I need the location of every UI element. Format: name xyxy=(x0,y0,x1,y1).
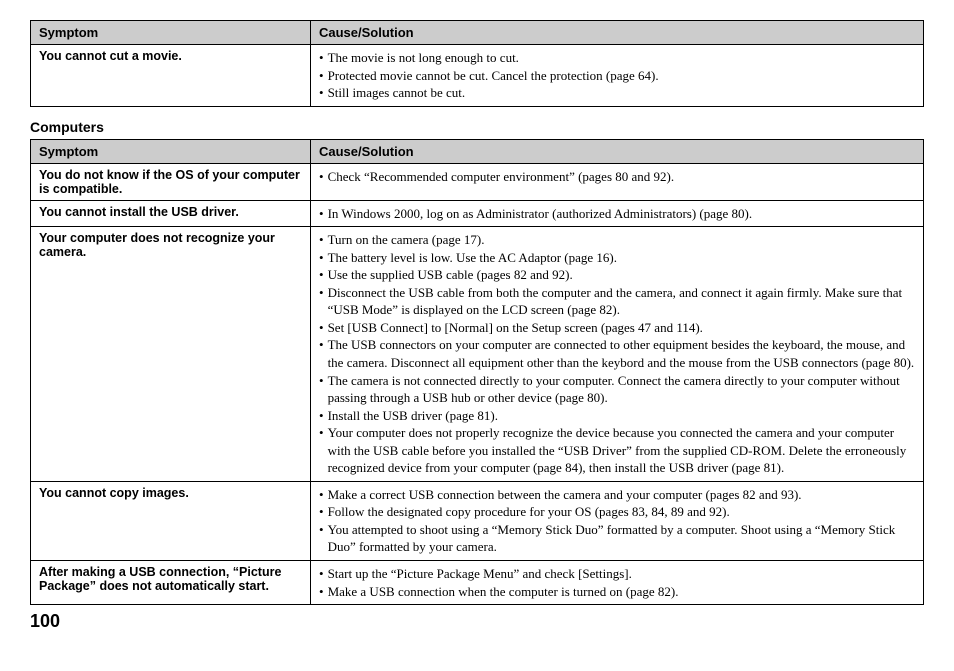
section-heading-computers: Computers xyxy=(30,119,924,135)
solution-bullet: •Turn on the camera (page 17). xyxy=(319,231,915,249)
bullet-dot: • xyxy=(319,319,328,337)
bullet-dot: • xyxy=(319,168,328,186)
solution-bullet: •In Windows 2000, log on as Administrato… xyxy=(319,205,915,223)
solution-bullet: •Start up the “Picture Package Menu” and… xyxy=(319,565,915,583)
bullet-dot: • xyxy=(319,424,328,477)
bullet-dot: • xyxy=(319,231,328,249)
table-row: Your computer does not recognize your ca… xyxy=(31,227,924,482)
solution-text: Turn on the camera (page 17). xyxy=(328,231,915,249)
solution-cell: •Start up the “Picture Package Menu” and… xyxy=(311,561,924,605)
solution-cell: •Make a correct USB connection between t… xyxy=(311,481,924,560)
table2-body: You do not know if the OS of your comput… xyxy=(31,163,924,604)
solution-bullet: •Protected movie cannot be cut. Cancel t… xyxy=(319,67,915,85)
table-row: After making a USB connection, “Picture … xyxy=(31,561,924,605)
bullet-dot: • xyxy=(319,336,328,371)
page-number: 100 xyxy=(30,611,924,632)
bullet-dot: • xyxy=(319,205,328,223)
solution-text: Check “Recommended computer environment”… xyxy=(328,168,915,186)
solution-bullet: •You attempted to shoot using a “Memory … xyxy=(319,521,915,556)
solution-bullet: •Install the USB driver (page 81). xyxy=(319,407,915,425)
bullet-dot: • xyxy=(319,521,328,556)
bullet-dot: • xyxy=(319,407,328,425)
solution-text: Set [USB Connect] to [Normal] on the Set… xyxy=(328,319,915,337)
solution-bullet: •Make a USB connection when the computer… xyxy=(319,583,915,601)
symptom-cell: After making a USB connection, “Picture … xyxy=(31,561,311,605)
bullet-dot: • xyxy=(319,84,328,102)
bullet-dot: • xyxy=(319,284,328,319)
symptom-cell: You cannot copy images. xyxy=(31,481,311,560)
table1-body: You cannot cut a movie.•The movie is not… xyxy=(31,45,924,107)
solution-text: Your computer does not properly recogniz… xyxy=(328,424,915,477)
table-row: You do not know if the OS of your comput… xyxy=(31,163,924,200)
table-row: You cannot install the USB driver. •In Wi… xyxy=(31,200,924,227)
bullet-dot: • xyxy=(319,486,328,504)
col-header-symptom: Symptom xyxy=(31,139,311,163)
symptom-cell: You cannot install the USB driver. xyxy=(31,200,311,227)
solution-bullet: •The battery level is low. Use the AC Ad… xyxy=(319,249,915,267)
solution-cell: •Turn on the camera (page 17).•The batte… xyxy=(311,227,924,482)
solution-text: Start up the “Picture Package Menu” and … xyxy=(328,565,915,583)
solution-text: Install the USB driver (page 81). xyxy=(328,407,915,425)
solution-bullet: •Your computer does not properly recogni… xyxy=(319,424,915,477)
solution-bullet: •Disconnect the USB cable from both the … xyxy=(319,284,915,319)
bullet-dot: • xyxy=(319,503,328,521)
solution-cell: •In Windows 2000, log on as Administrato… xyxy=(311,200,924,227)
bullet-dot: • xyxy=(319,49,328,67)
solution-text: You attempted to shoot using a “Memory S… xyxy=(328,521,915,556)
solution-text: The battery level is low. Use the AC Ada… xyxy=(328,249,915,267)
solution-bullet: •Follow the designated copy procedure fo… xyxy=(319,503,915,521)
solution-text: Make a correct USB connection between th… xyxy=(328,486,915,504)
symptom-cell: Your computer does not recognize your ca… xyxy=(31,227,311,482)
symptom-cell: You do not know if the OS of your comput… xyxy=(31,163,311,200)
col-header-symptom: Symptom xyxy=(31,21,311,45)
solution-cell: •The movie is not long enough to cut.•Pr… xyxy=(311,45,924,107)
troubleshoot-table-movies: Symptom Cause/Solution You cannot cut a … xyxy=(30,20,924,107)
solution-text: Make a USB connection when the computer … xyxy=(328,583,915,601)
solution-bullet: •The camera is not connected directly to… xyxy=(319,372,915,407)
symptom-cell: You cannot cut a movie. xyxy=(31,45,311,107)
solution-text: The USB connectors on your computer are … xyxy=(328,336,915,371)
solution-bullet: •The movie is not long enough to cut. xyxy=(319,49,915,67)
col-header-solution: Cause/Solution xyxy=(311,139,924,163)
solution-bullet: •Set [USB Connect] to [Normal] on the Se… xyxy=(319,319,915,337)
bullet-dot: • xyxy=(319,583,328,601)
solution-text: Still images cannot be cut. xyxy=(328,84,915,102)
solution-bullet: •Check “Recommended computer environment… xyxy=(319,168,915,186)
bullet-dot: • xyxy=(319,249,328,267)
solution-text: Use the supplied USB cable (pages 82 and… xyxy=(328,266,915,284)
solution-bullet: •The USB connectors on your computer are… xyxy=(319,336,915,371)
table-row: You cannot cut a movie.•The movie is not… xyxy=(31,45,924,107)
bullet-dot: • xyxy=(319,565,328,583)
solution-cell: •Check “Recommended computer environment… xyxy=(311,163,924,200)
solution-bullet: •Make a correct USB connection between t… xyxy=(319,486,915,504)
solution-bullet: •Still images cannot be cut. xyxy=(319,84,915,102)
solution-text: In Windows 2000, log on as Administrator… xyxy=(328,205,915,223)
solution-text: Follow the designated copy procedure for… xyxy=(328,503,915,521)
solution-text: The movie is not long enough to cut. xyxy=(328,49,915,67)
bullet-dot: • xyxy=(319,67,328,85)
solution-text: Protected movie cannot be cut. Cancel th… xyxy=(328,67,915,85)
table-row: You cannot copy images.•Make a correct U… xyxy=(31,481,924,560)
col-header-solution: Cause/Solution xyxy=(311,21,924,45)
bullet-dot: • xyxy=(319,266,328,284)
troubleshoot-table-computers: Symptom Cause/Solution You do not know i… xyxy=(30,139,924,605)
bullet-dot: • xyxy=(319,372,328,407)
solution-text: Disconnect the USB cable from both the c… xyxy=(328,284,915,319)
solution-text: The camera is not connected directly to … xyxy=(328,372,915,407)
solution-bullet: •Use the supplied USB cable (pages 82 an… xyxy=(319,266,915,284)
